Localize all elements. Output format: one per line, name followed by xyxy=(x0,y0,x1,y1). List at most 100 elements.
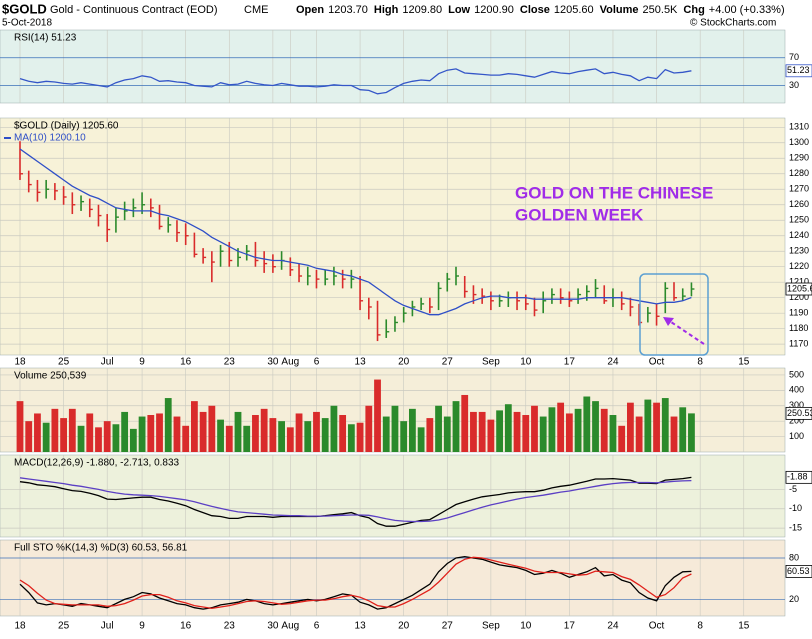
x-tick-label: 8 xyxy=(697,621,703,632)
panel-title: Full STO %K(14,3) %D(3) 60.53, 56.81 xyxy=(14,543,188,554)
panel-title: RSI(14) 51.23 xyxy=(14,33,77,44)
instrument-name: Gold - Continuous Contract (EOD) xyxy=(50,4,218,16)
copyright: © StockCharts.com xyxy=(690,18,776,29)
y-tick-label: 1240 xyxy=(789,230,809,240)
x-tick-label: Jul xyxy=(101,357,114,368)
symbol: $GOLD xyxy=(2,1,47,16)
panels: 18182525JulJul99161623233030AugAug661313… xyxy=(0,29,812,632)
y-tick-label: 1250 xyxy=(789,215,809,225)
volume-bar xyxy=(600,408,608,452)
legend-label: MA(10) 1200.10 xyxy=(14,133,86,144)
volume-bar xyxy=(452,401,460,452)
x-tick-label: 18 xyxy=(14,621,26,632)
value-tag-label: 60.53 xyxy=(787,566,810,576)
x-tick-label: 23 xyxy=(224,357,236,368)
y-tick-label: 1270 xyxy=(789,184,809,194)
volume-bar xyxy=(34,413,41,452)
volume-bar xyxy=(243,425,251,452)
y-tick-label: 1190 xyxy=(789,308,808,318)
volume-bar xyxy=(95,427,102,452)
series-line xyxy=(19,556,692,610)
volume-bar xyxy=(42,422,50,452)
volume-bar xyxy=(513,411,521,452)
volume-bar xyxy=(627,402,634,452)
volume-bar xyxy=(347,424,355,452)
x-tick-label: Jul xyxy=(101,621,114,632)
volume-bar xyxy=(60,418,67,452)
volume-bar xyxy=(618,425,626,452)
x-tick-label: 15 xyxy=(738,357,750,368)
volume-bar xyxy=(173,416,181,452)
y-tick-label: 1300 xyxy=(789,137,809,147)
volume-bar xyxy=(417,427,425,452)
volume-bar xyxy=(670,416,678,452)
y-tick-label: 200 xyxy=(789,416,804,426)
value-tag-label: 250.539 xyxy=(787,408,812,418)
y-tick-label: -15 xyxy=(789,522,802,532)
volume-bar xyxy=(592,401,599,452)
volume-bar xyxy=(295,413,303,452)
y-tick-label: 100 xyxy=(789,431,804,441)
volume-bar xyxy=(269,418,277,452)
y-tick-label: 1180 xyxy=(789,323,808,333)
value-tag xyxy=(785,282,812,296)
quote-label: Low xyxy=(448,4,470,16)
volume-bar xyxy=(400,421,408,452)
y-tick-label: -5 xyxy=(789,484,797,494)
x-tick-label: 9 xyxy=(139,621,145,632)
series-line xyxy=(19,68,692,95)
volume-bar xyxy=(356,422,364,452)
y-tick-label: 1220 xyxy=(789,261,809,271)
value-tag-label: 51.23 xyxy=(787,65,810,75)
volume-bar xyxy=(286,427,294,452)
x-tick-label: Aug xyxy=(281,621,299,632)
x-tick-label: Sep xyxy=(482,357,500,368)
volume-bar xyxy=(522,415,530,452)
volume-bar xyxy=(583,396,591,452)
volume-bar xyxy=(121,411,129,452)
chart-date: 5-Oct-2018 xyxy=(2,18,52,29)
volume-bar xyxy=(112,424,120,452)
y-tick-label: 1310 xyxy=(789,122,809,132)
y-tick-label: 20 xyxy=(789,594,799,604)
volume-bar xyxy=(313,411,320,452)
series-line xyxy=(19,148,692,316)
y-tick-label: 30 xyxy=(789,80,799,90)
value-tag-label: 1205.6 xyxy=(787,283,812,293)
volume-bar xyxy=(557,402,565,452)
x-tick-label: Oct xyxy=(649,357,665,368)
x-tick-label: 13 xyxy=(355,357,367,368)
x-tick-label: 25 xyxy=(58,357,70,368)
y-tick-label: 500 xyxy=(789,369,804,379)
panel-background xyxy=(0,539,786,617)
series-line xyxy=(19,477,692,523)
x-tick-label: 17 xyxy=(564,357,576,368)
y-tick-label: 1290 xyxy=(789,153,809,163)
volume-bar xyxy=(234,411,242,452)
quote-value: 1203.70 xyxy=(328,4,368,16)
volume-bar xyxy=(443,416,451,452)
volume-bar xyxy=(382,416,390,452)
x-tick-label: 30 xyxy=(267,621,279,632)
x-tick-label: 27 xyxy=(442,621,454,632)
volume-bar xyxy=(504,404,512,452)
y-tick-label: 70 xyxy=(789,52,799,62)
panel-background xyxy=(0,29,786,104)
volume-bar xyxy=(68,408,76,452)
x-tick-label: Sep xyxy=(482,621,500,632)
volume-bar xyxy=(164,398,172,452)
series-line xyxy=(19,555,692,610)
volume-bar xyxy=(374,379,381,452)
panel-title: $GOLD (Daily) 1205.60 xyxy=(14,121,119,132)
volume-bar xyxy=(574,408,582,452)
x-tick-label: 16 xyxy=(180,357,192,368)
volume-bar xyxy=(138,416,146,452)
x-tick-label: 10 xyxy=(520,621,532,632)
quote-value: +4.00 (+0.33%) xyxy=(709,4,785,16)
volume-bar xyxy=(208,405,216,452)
y-tick-label: 1260 xyxy=(789,199,809,209)
y-tick-label: 1210 xyxy=(789,277,809,287)
volume-bar xyxy=(365,405,373,452)
x-tick-label: Aug xyxy=(281,357,299,368)
volume-bar xyxy=(129,428,137,452)
